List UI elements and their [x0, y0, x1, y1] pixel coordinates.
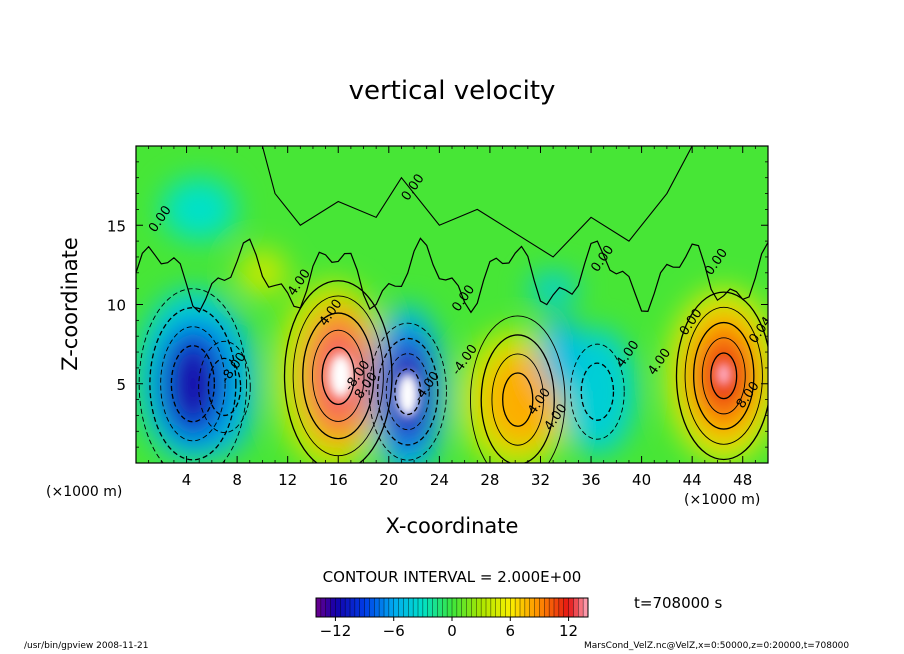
y-tick-label-1: 10 [107, 297, 126, 315]
footer-left: /usr/bin/gpview 2008-11-21 [24, 641, 149, 651]
heatmap-field [136, 146, 768, 463]
x-tick-label-1: 8 [232, 471, 242, 489]
colorbar-tick-label-2: 0 [447, 622, 457, 640]
colorbar-tick-label-3: 6 [506, 622, 516, 640]
y-tick-label-0: 5 [116, 376, 126, 394]
y-axis: 5 10 15 [107, 161, 768, 448]
y-tick-label-2: 15 [107, 217, 126, 235]
colorbar: −12 −6 0 6 12 [315, 597, 589, 640]
colorbar-tick-label-1: −6 [383, 622, 405, 640]
chart-title: vertical velocity [348, 76, 556, 106]
x-unit-right: (×1000 m) [684, 492, 761, 508]
x-tick-label-7: 32 [531, 471, 550, 489]
x-unit-left: (×1000 m) [46, 484, 123, 500]
footer-right: MarsCond_VelZ.nc@VelZ,x=0:50000,z=0:2000… [584, 641, 850, 651]
x-tick-label-2: 12 [278, 471, 297, 489]
x-tick-label-8: 36 [581, 471, 600, 489]
colorbar-tick-label-4: 12 [559, 622, 578, 640]
x-tick-label-6: 28 [480, 471, 499, 489]
time-label: t=708000 s [634, 594, 723, 612]
x-tick-label-4: 20 [379, 471, 398, 489]
x-tick-label-5: 24 [430, 471, 449, 489]
contour-interval-label: CONTOUR INTERVAL = 2.000E+00 [322, 568, 582, 586]
x-tick-label-0: 4 [182, 471, 192, 489]
x-tick-label-11: 48 [733, 471, 752, 489]
x-axis-label: X-coordinate [385, 514, 519, 538]
colorbar-tick-label-0: −12 [320, 622, 352, 640]
x-tick-label-9: 40 [632, 471, 651, 489]
x-tick-label-10: 44 [683, 471, 702, 489]
x-axis: 4 8 12 16 20 24 28 32 36 40 44 48 [148, 146, 756, 489]
contour-lines [136, 146, 768, 463]
x-tick-label-3: 16 [329, 471, 348, 489]
